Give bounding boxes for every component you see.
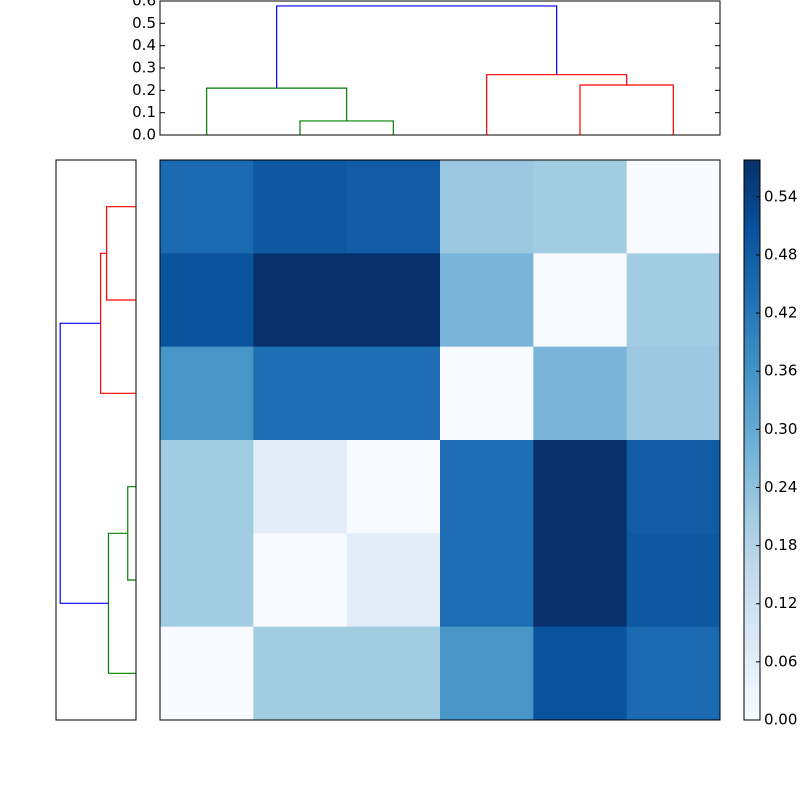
heatmap-cell	[346, 440, 441, 534]
heatmap-cell	[346, 533, 441, 628]
colorbar-tick-label: 0.36	[764, 362, 797, 380]
heatmap-cell	[253, 346, 348, 441]
dendrogram-link	[276, 5, 558, 89]
heatmap-cell	[160, 253, 254, 348]
dendrogram-link	[579, 84, 674, 135]
heatmap-cell	[440, 440, 534, 534]
heatmap-cell	[160, 160, 254, 254]
dendrogram-link	[127, 486, 136, 581]
y-tick-label: 0.4	[132, 36, 156, 54]
heatmap-cell	[160, 533, 254, 628]
heatmap-cell	[626, 440, 721, 534]
heatmap-cell	[440, 533, 534, 628]
heatmap-cell	[440, 160, 534, 254]
heatmap-cell	[253, 626, 348, 721]
axes-frame	[159, 159, 721, 721]
heatmap-cell	[533, 253, 628, 348]
dendrogram-link	[206, 87, 348, 135]
colorbar-tick-label: 0.06	[764, 652, 797, 670]
heatmap-cell	[253, 160, 348, 254]
heatmap-cell	[626, 160, 721, 254]
dendrogram-link	[299, 120, 394, 135]
dendrogram-link	[99, 252, 136, 394]
colorbar-tick-label: 0.12	[764, 594, 797, 612]
y-tick-label: 0.5	[132, 14, 156, 32]
colorbar-tick-label: 0.48	[764, 245, 797, 263]
heatmap-cell	[160, 440, 254, 534]
colorbar	[743, 159, 761, 721]
y-tick-label: 0.6	[132, 0, 156, 10]
colorbar-tick-label: 0.42	[764, 304, 797, 322]
axes-frame	[55, 159, 137, 721]
colorbar-tick-label: 0.54	[764, 187, 797, 205]
heatmap-cell	[533, 346, 628, 441]
dendrogram-link	[486, 74, 628, 135]
colorbar-tick-label: 0.30	[764, 420, 797, 438]
heatmap-cell	[440, 346, 534, 441]
dendrogram-link	[107, 532, 136, 674]
heatmap-cell	[533, 626, 628, 721]
heatmap-cell	[346, 346, 441, 441]
heatmap-cell	[346, 160, 441, 254]
heatmap-cell	[533, 160, 628, 254]
colorbar-tick-label: 0.24	[764, 478, 797, 496]
heatmap-cell	[253, 253, 348, 348]
heatmap-cell	[626, 533, 721, 628]
heatmap-cell	[440, 253, 534, 348]
y-tick-label: 0.0	[132, 126, 156, 144]
heatmap-cell	[160, 346, 254, 441]
y-tick-label: 0.1	[132, 103, 156, 121]
heatmap-cell	[533, 533, 628, 628]
heatmap-cell	[253, 440, 348, 534]
heatmap-cell	[533, 440, 628, 534]
colorbar-tick-label: 0.18	[764, 536, 797, 554]
axes-frame	[159, 0, 721, 136]
heatmap-cell	[626, 626, 721, 721]
dendrogram-link	[59, 322, 109, 604]
heatmap-cell	[626, 346, 721, 441]
heatmap-cell	[253, 533, 348, 628]
dendrogram-link	[106, 206, 136, 301]
heatmap-cell	[440, 626, 534, 721]
heatmap-cell	[346, 253, 441, 348]
heatmap-cell	[160, 626, 254, 721]
y-tick-label: 0.3	[132, 59, 156, 77]
y-tick-label: 0.2	[132, 81, 156, 99]
heatmap-cell	[346, 626, 441, 721]
colorbar-tick-label: 0.00	[764, 711, 797, 729]
heatmap-cell	[626, 253, 721, 348]
